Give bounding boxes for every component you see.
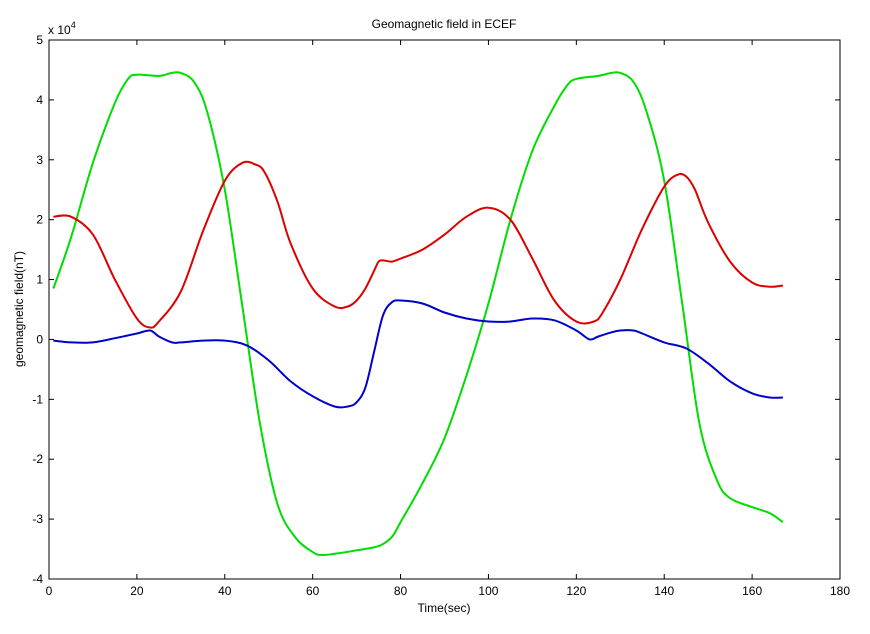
x-tick-label: 40: [218, 584, 232, 598]
y-tick-label: 1: [36, 273, 43, 287]
y-tick-label: -1: [32, 392, 43, 406]
series-lines: [52, 71, 784, 557]
y-axis-label: geomagnetic field(nT): [12, 251, 26, 367]
y-exponent-label: x 104: [48, 20, 76, 37]
y-tick-label: -4: [32, 572, 43, 586]
y-tick-label: -2: [32, 452, 43, 466]
plot-frame: [48, 39, 841, 580]
x-tick-label: 20: [130, 584, 144, 598]
y-tick-label: 5: [36, 33, 43, 47]
axes-box: [48, 39, 841, 580]
x-tick-label: 180: [830, 584, 850, 598]
y-tick-label: -3: [32, 512, 43, 526]
x-tick-label: 140: [654, 584, 674, 598]
y-tick-label: 2: [36, 213, 43, 227]
axis-ticks: 0 20 40 60 80 100 120 140 160 180 -4 -3 -2 -1 0 1 2 3 4 5: [32, 33, 850, 598]
x-tick-label: 120: [566, 584, 586, 598]
x-axis-label: Time(sec): [418, 601, 471, 615]
y-tick-label: 0: [36, 332, 43, 346]
y-exponent-power: 4: [71, 20, 76, 30]
x-tick-label: 0: [46, 584, 53, 598]
series-line-3: [53, 299, 783, 409]
series-line-2: [53, 160, 784, 329]
x-tick-label: 60: [306, 584, 320, 598]
series-line-1: [52, 71, 784, 557]
chart-title: Geomagnetic field in ECEF: [372, 17, 517, 31]
y-tick-label: 4: [36, 93, 43, 107]
x-tick-label: 80: [394, 584, 408, 598]
x-tick-label: 100: [478, 584, 498, 598]
y-tick-label: 3: [36, 153, 43, 167]
x-tick-label: 160: [742, 584, 762, 598]
y-exponent-base: x 10: [48, 23, 71, 37]
